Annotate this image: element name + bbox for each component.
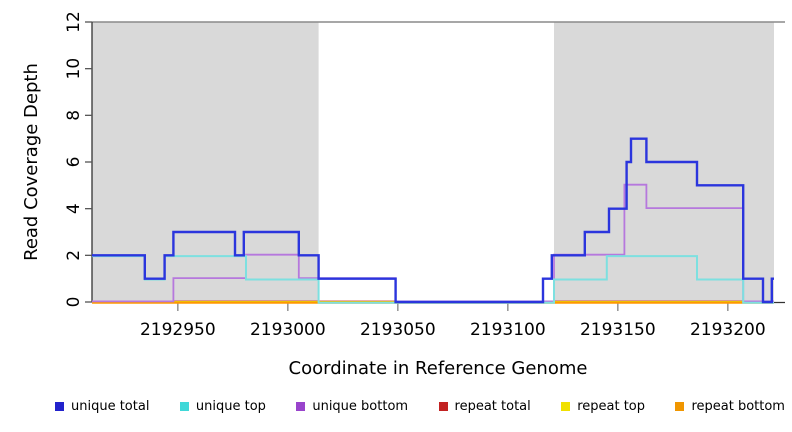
shaded-region	[92, 22, 319, 302]
y-tick-label: 2	[64, 250, 84, 261]
legend-item-repeat-bottom: repeat bottom	[675, 399, 785, 414]
legend-label: repeat top	[577, 399, 645, 414]
legend-item-unique-top: unique top	[179, 399, 266, 414]
y-axis-label: Read Coverage Depth	[21, 63, 42, 261]
legend-item-repeat-total: repeat total	[438, 399, 531, 414]
x-tick-label: 2193000	[250, 320, 326, 340]
legend-label: unique top	[195, 399, 266, 414]
y-axis: 0 2 4 6 8 10 12	[64, 11, 93, 308]
legend-swatch-unique-top	[179, 402, 189, 411]
legend-label: unique bottom	[312, 399, 409, 414]
series-lines	[92, 137, 774, 304]
chart-legend: unique total unique top unique bottom repea…	[55, 399, 785, 414]
y-tick-label: 12	[64, 11, 84, 33]
x-tick-label: 2192950	[140, 320, 216, 340]
legend-swatch-repeat-total	[438, 402, 448, 411]
x-tick-label: 2193050	[360, 320, 436, 340]
legend-label: unique total	[71, 399, 150, 414]
legend-swatch-unique-total	[55, 402, 64, 411]
y-tick-label: 6	[64, 157, 84, 168]
x-axis-label: Coordinate in Reference Genome	[288, 358, 588, 379]
legend-swatch-repeat-top	[561, 402, 571, 411]
y-tick-label: 4	[64, 203, 84, 214]
legend-item-unique-total: unique total	[55, 399, 149, 414]
y-tick-label: 10	[64, 58, 84, 80]
y-tick-label: 0	[64, 297, 84, 308]
legend-swatch-repeat-bottom	[675, 402, 685, 411]
x-tick-label: 2193150	[580, 320, 656, 340]
x-axis: 2192950 2193000 2193050 2193100 2193150 21932…	[92, 301, 785, 340]
x-tick-label: 2193200	[690, 320, 766, 340]
legend-swatch-unique-bottom	[296, 402, 306, 411]
legend-label: repeat total	[454, 399, 531, 414]
x-tick-label: 2193100	[470, 320, 546, 340]
y-tick-label: 8	[64, 110, 84, 121]
legend-item-unique-bottom: unique bottom	[296, 399, 408, 414]
legend-label: repeat bottom	[691, 399, 785, 414]
series-unique-total	[92, 137, 774, 304]
legend-item-repeat-top: repeat top	[561, 399, 645, 414]
